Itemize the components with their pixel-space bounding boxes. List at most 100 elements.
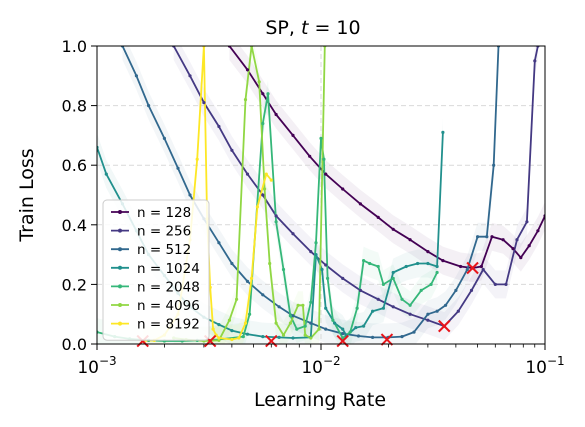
- data-point: [211, 327, 215, 331]
- data-point: [217, 241, 221, 245]
- data-point: [309, 300, 313, 304]
- data-point: [459, 264, 463, 269]
- legend-entry: n = 2048: [111, 279, 200, 295]
- data-point: [376, 264, 380, 269]
- data-point: [188, 193, 192, 197]
- data-point: [356, 334, 361, 338]
- data-point: [202, 101, 206, 105]
- data-point: [501, 238, 505, 242]
- legend-label: n = 2048: [137, 279, 200, 295]
- data-point: [308, 154, 312, 158]
- data-point: [274, 112, 278, 117]
- data-point: [195, 157, 199, 161]
- data-point: [245, 279, 250, 283]
- data-point: [519, 256, 523, 260]
- data-point: [322, 157, 326, 161]
- data-point: [217, 338, 221, 342]
- y-tick-label: 0.8: [62, 97, 87, 116]
- data-point: [331, 318, 335, 322]
- data-point: [147, 104, 151, 108]
- y-tick-label: 1.0: [62, 37, 87, 56]
- data-point: [104, 172, 108, 176]
- data-point: [291, 232, 295, 236]
- data-point: [281, 267, 286, 272]
- data-point: [324, 172, 328, 176]
- data-point: [245, 332, 250, 336]
- data-point: [288, 314, 292, 318]
- data-point: [188, 74, 192, 78]
- band-n256: [173, 46, 538, 341]
- optimum-marker: [466, 261, 479, 275]
- data-point: [426, 318, 430, 322]
- data-point: [362, 324, 366, 328]
- data-point: [481, 267, 485, 272]
- data-point: [261, 335, 265, 339]
- data-point: [511, 247, 515, 251]
- data-point: [469, 288, 474, 292]
- x-tick-label: 10−1: [525, 354, 564, 378]
- legend-label: n = 1024: [137, 261, 200, 277]
- series-line: [121, 46, 500, 339]
- data-point: [465, 267, 469, 272]
- data-point: [391, 305, 395, 309]
- data-point: [371, 309, 375, 313]
- data-point: [536, 229, 540, 233]
- data-point: [341, 332, 345, 336]
- data-point: [261, 92, 265, 96]
- data-point: [456, 309, 460, 313]
- data-point: [492, 163, 496, 167]
- data-point: [527, 244, 531, 248]
- data-point: [314, 253, 318, 257]
- legend-label: n = 256: [137, 224, 191, 240]
- data-point: [303, 324, 307, 328]
- data-point: [320, 267, 324, 272]
- data-point: [134, 74, 138, 78]
- data-point: [376, 297, 380, 301]
- data-point: [288, 321, 292, 325]
- data-point: [261, 121, 265, 126]
- data-point: [391, 227, 395, 231]
- data-point: [408, 238, 412, 242]
- data-point: [358, 202, 362, 206]
- data-point: [412, 330, 416, 334]
- x-axis: 10−3 10−2 10−1: [77, 344, 565, 378]
- data-point: [358, 288, 362, 292]
- data-point: [237, 336, 241, 340]
- x-tick-label: 10−2: [301, 354, 340, 378]
- data-point: [493, 282, 497, 286]
- data-point: [515, 238, 519, 242]
- data-point: [296, 303, 300, 307]
- data-point: [381, 306, 385, 310]
- legend-box: [102, 199, 210, 341]
- data-point: [441, 130, 445, 134]
- data-point: [261, 293, 265, 297]
- legend-entry: n = 256: [111, 224, 191, 240]
- data-point: [381, 282, 385, 286]
- y-tick-label: 0.0: [62, 335, 87, 354]
- data-point: [348, 330, 352, 334]
- data-point: [291, 336, 295, 340]
- data-point: [301, 303, 305, 307]
- data-point: [217, 124, 221, 129]
- data-point: [341, 187, 345, 191]
- data-point: [355, 306, 359, 310]
- data-point: [426, 312, 430, 316]
- legend-label: n = 512: [137, 242, 191, 258]
- data-point: [230, 261, 234, 266]
- data-point: [281, 333, 286, 337]
- data-point: [176, 166, 180, 170]
- data-point: [324, 327, 328, 331]
- data-point: [419, 288, 423, 292]
- data-point: [326, 276, 330, 280]
- data-point: [274, 321, 278, 325]
- legend-entry: n = 512: [111, 242, 191, 258]
- data-point: [362, 259, 366, 263]
- data-point: [408, 312, 412, 316]
- chart-title: SP, t = 10: [265, 17, 360, 39]
- data-point: [391, 270, 395, 275]
- data-point: [476, 235, 480, 239]
- optimum-marker: [380, 333, 394, 346]
- y-axis: 0.0 0.2 0.4 0.6 0.8 1.0: [62, 37, 97, 354]
- data-point: [429, 282, 433, 286]
